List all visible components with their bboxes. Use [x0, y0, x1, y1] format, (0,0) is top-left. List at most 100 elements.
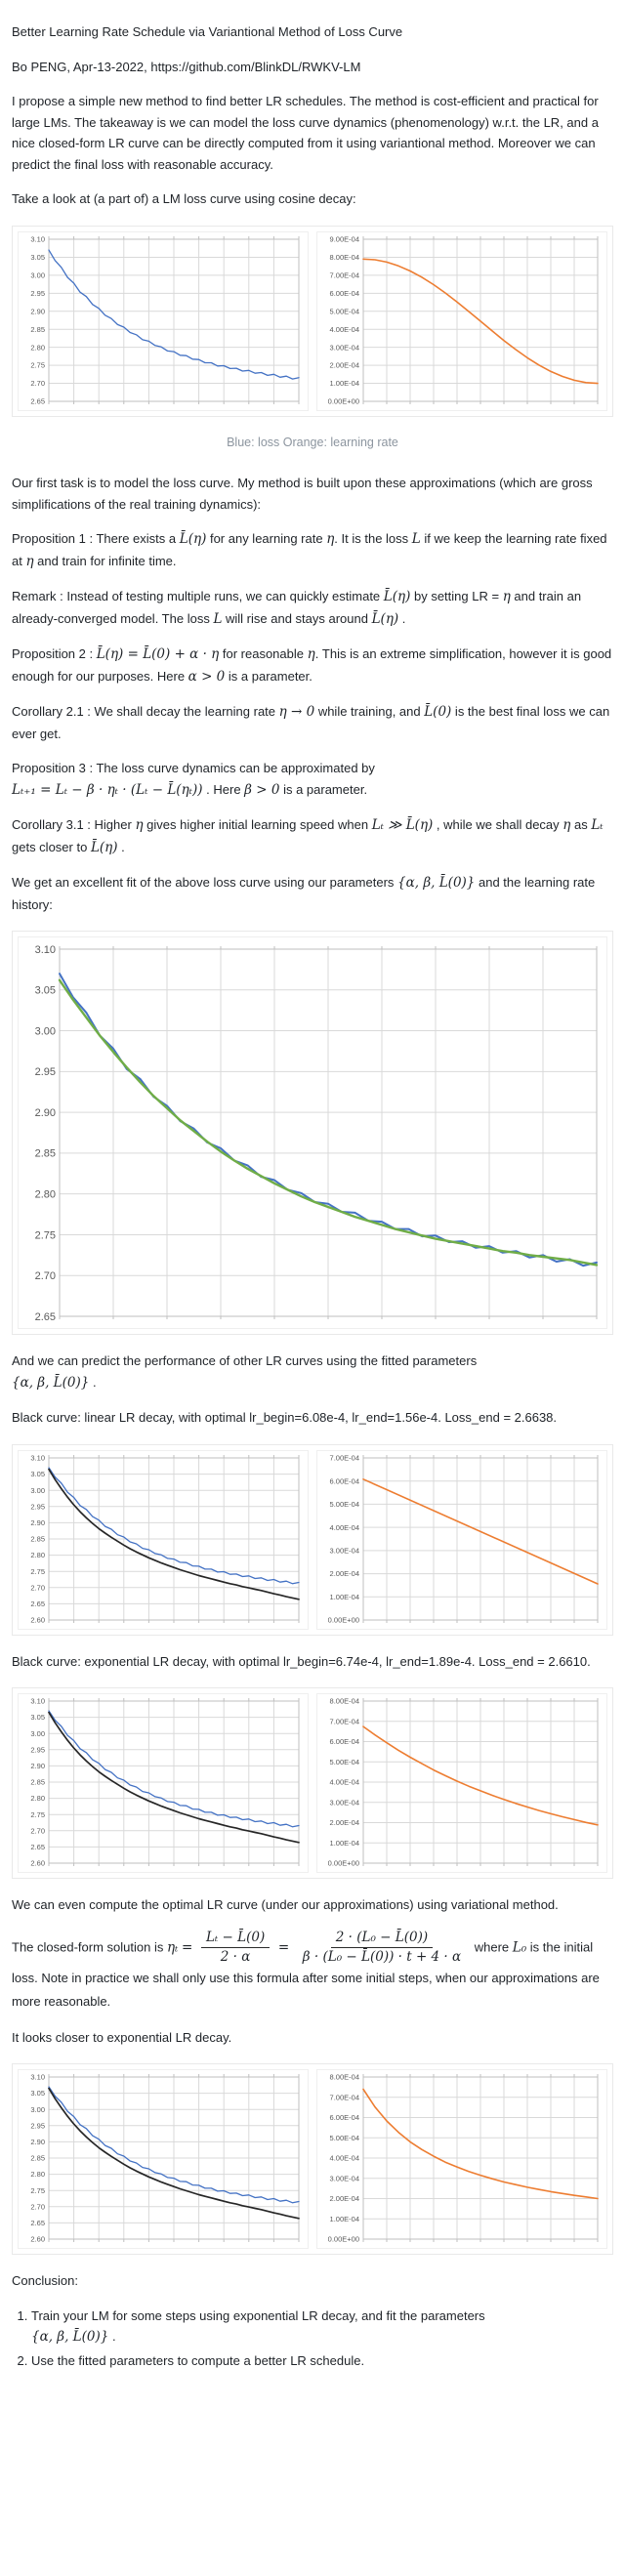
svg-text:2.90: 2.90: [30, 1762, 45, 1770]
author-line: Bo PENG, Apr-13-2022, https://github.com…: [12, 59, 361, 74]
math-inline: β > 0: [244, 781, 280, 798]
svg-text:6.00E-04: 6.00E-04: [330, 2113, 359, 2122]
svg-text:4.00E-04: 4.00E-04: [330, 1522, 359, 1531]
figure-exponential-decay: 2.60 2.65 2.70 2.75 2.80 2.85 2.90 2.95 3.00 3.05…: [12, 1687, 613, 1879]
math-inline: L̄(η): [371, 610, 399, 627]
proposition-2: Proposition 2 : L̄(η) = L̄(0) + α · η fo…: [12, 646, 612, 685]
svg-text:4.00E-04: 4.00E-04: [330, 2154, 359, 2163]
svg-text:2.75: 2.75: [30, 360, 45, 369]
svg-text:2.85: 2.85: [30, 1534, 45, 1543]
paragraph-closed-form: The closed-form solution is ηₜ = Lₜ − L̄…: [12, 1930, 613, 2014]
paragraph-black-linear: Black curve: linear LR decay, with optim…: [12, 1410, 558, 1425]
svg-text:7.00E-04: 7.00E-04: [330, 1717, 359, 1725]
page-title: Better Learning Rate Schedule via Varian…: [12, 24, 403, 39]
svg-text:2.60: 2.60: [30, 1615, 45, 1624]
chart-lr-linear: 0.00E+00 1.00E-04 2.00E-04 3.00E-04 4.00E-04…: [316, 1449, 607, 1630]
svg-text:8.00E-04: 8.00E-04: [330, 253, 359, 262]
paragraph-intro: I propose a simple new method to find be…: [12, 94, 599, 172]
figure-optimal-lr: 2.60 2.65 2.70 2.75 2.80 2.85 2.90 2.95 3.00 3.05…: [12, 2063, 613, 2256]
fraction-denominator: β · (L₀ − L̄(0)) · t + 4 · α: [302, 1949, 462, 1966]
svg-text:8.00E-04: 8.00E-04: [330, 1697, 359, 1706]
svg-text:1.00E-04: 1.00E-04: [330, 379, 359, 388]
paragraph-predict: And we can predict the performance of ot…: [12, 1353, 478, 1391]
svg-text:3.00: 3.00: [30, 1729, 45, 1738]
svg-text:3.10: 3.10: [30, 2073, 45, 2082]
svg-text:2.95: 2.95: [30, 1502, 45, 1511]
fraction-denominator: 2 · α: [220, 1949, 251, 1966]
svg-text:2.80: 2.80: [30, 1551, 45, 1559]
svg-text:6.00E-04: 6.00E-04: [330, 1737, 359, 1746]
svg-text:2.95: 2.95: [30, 1745, 45, 1754]
svg-text:2.90: 2.90: [30, 307, 45, 315]
math-inline: η: [25, 553, 34, 569]
math-inline: η → 0: [278, 704, 315, 720]
figure-cosine-decay: 2.65 2.70 2.75 2.80 2.85 2.90 2.95 3.00 3.05 3.10…: [12, 225, 613, 417]
svg-text:2.80: 2.80: [30, 2170, 45, 2179]
paragraph-variational: We can even compute the optimal LR curve…: [12, 1897, 559, 1912]
svg-text:2.00E-04: 2.00E-04: [330, 2194, 359, 2203]
svg-text:2.70: 2.70: [30, 1826, 45, 1835]
svg-text:2.70: 2.70: [30, 379, 45, 388]
chart-loss-exponential: 2.60 2.65 2.70 2.75 2.80 2.85 2.90 2.95 3.00 3.05…: [18, 1693, 309, 1873]
svg-text:2.60: 2.60: [30, 2235, 45, 2244]
figure-caption: Blue: loss Orange: learning rate: [227, 435, 398, 449]
svg-text:3.00E-04: 3.00E-04: [330, 1798, 359, 1807]
math-inline: Lₜ ≫ L̄(η): [371, 817, 434, 833]
conclusion-heading: Conclusion:: [12, 2273, 78, 2289]
svg-text:1.00E-04: 1.00E-04: [330, 2215, 359, 2223]
figure-linear-decay: 2.60 2.65 2.70 2.75 2.80 2.85 2.90 2.95 3.00 3.05…: [12, 1443, 613, 1636]
svg-text:3.00E-04: 3.00E-04: [330, 1546, 359, 1555]
list-item-1: Train your LM for some steps using expon…: [31, 2306, 613, 2348]
svg-text:2.80: 2.80: [35, 1189, 56, 1201]
chart-lr-exponential: 0.00E+00 1.00E-04 2.00E-04 3.00E-04 4.00E-04…: [316, 1693, 607, 1873]
svg-text:7.00E-04: 7.00E-04: [330, 1453, 359, 1462]
math-inline: L̄(η): [90, 839, 118, 855]
svg-text:3.10: 3.10: [30, 234, 45, 243]
corollary-2-1: Corollary 2.1 : We shall decay the learn…: [12, 704, 610, 741]
svg-text:3.05: 3.05: [30, 1470, 45, 1478]
math-inline: α > 0: [188, 668, 226, 685]
svg-text:3.05: 3.05: [30, 1713, 45, 1722]
paragraph-excellent-fit: We get an excellent fit of the above los…: [12, 875, 596, 912]
svg-text:2.90: 2.90: [35, 1107, 56, 1119]
math-inline: {α, β, L̄(0)}: [31, 2329, 109, 2346]
svg-text:6.00E-04: 6.00E-04: [330, 1476, 359, 1485]
svg-text:8.00E-04: 8.00E-04: [330, 2073, 359, 2082]
svg-text:3.10: 3.10: [30, 1453, 45, 1462]
math-inline: η: [135, 817, 144, 833]
list-item-2: Use the fitted parameters to compute a b…: [31, 2350, 613, 2372]
svg-text:2.60: 2.60: [30, 1859, 45, 1868]
svg-text:2.95: 2.95: [30, 2122, 45, 2131]
math-inline: η: [326, 531, 335, 547]
math-inline: ηₜ: [166, 1938, 179, 1955]
svg-text:3.05: 3.05: [35, 985, 56, 997]
svg-text:1.00E-04: 1.00E-04: [330, 1592, 359, 1600]
svg-text:2.00E-04: 2.00E-04: [330, 1569, 359, 1578]
svg-text:0.00E+00: 0.00E+00: [328, 2235, 359, 2244]
math-inline: L̄(η): [383, 589, 411, 604]
svg-text:2.70: 2.70: [30, 2203, 45, 2212]
svg-text:2.90: 2.90: [30, 2138, 45, 2146]
svg-text:2.65: 2.65: [35, 1311, 56, 1323]
math-inline: L̄(η): [179, 531, 207, 547]
svg-text:2.65: 2.65: [30, 2219, 45, 2227]
chart-lr-closed-form: 0.00E+00 1.00E-04 2.00E-04 3.00E-04 4.00E-04…: [316, 2069, 607, 2250]
math-inline: L̄(η) = L̄(0) + α · η: [96, 646, 220, 662]
svg-text:3.00: 3.00: [30, 1485, 45, 1494]
fraction-numerator: Lₜ − L̄(0): [200, 1930, 271, 1949]
svg-text:3.00E-04: 3.00E-04: [330, 343, 359, 352]
math-inline: Lₜ₊₁ = Lₜ − β · ηₜ · (Lₜ − L̄(ηₜ)): [12, 781, 203, 798]
svg-text:2.00E-04: 2.00E-04: [330, 360, 359, 369]
formula-intro: The closed-form solution is: [12, 1938, 167, 1954]
math-inline: {α, β, L̄(0)}: [12, 1374, 90, 1391]
math-inline: L: [213, 610, 223, 627]
svg-text:5.00E-04: 5.00E-04: [330, 2134, 359, 2142]
equals-sign: =: [277, 1938, 290, 1955]
math-inline: L̄(0): [424, 704, 452, 720]
svg-text:3.00: 3.00: [30, 270, 45, 279]
svg-text:2.65: 2.65: [30, 1600, 45, 1608]
svg-text:2.95: 2.95: [35, 1066, 56, 1078]
chart-loss-fit: 2.65 2.70 2.75 2.80 2.85 2.90 2.95 3.00 3.05 3.10: [18, 936, 607, 1329]
svg-text:9.00E-04: 9.00E-04: [330, 234, 359, 243]
svg-text:2.95: 2.95: [30, 288, 45, 297]
